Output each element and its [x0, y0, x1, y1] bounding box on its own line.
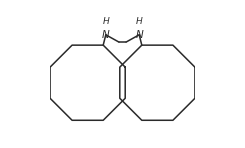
Text: H: H: [136, 17, 143, 26]
Text: N: N: [135, 30, 143, 40]
Text: H: H: [102, 17, 109, 26]
Text: N: N: [102, 30, 110, 40]
